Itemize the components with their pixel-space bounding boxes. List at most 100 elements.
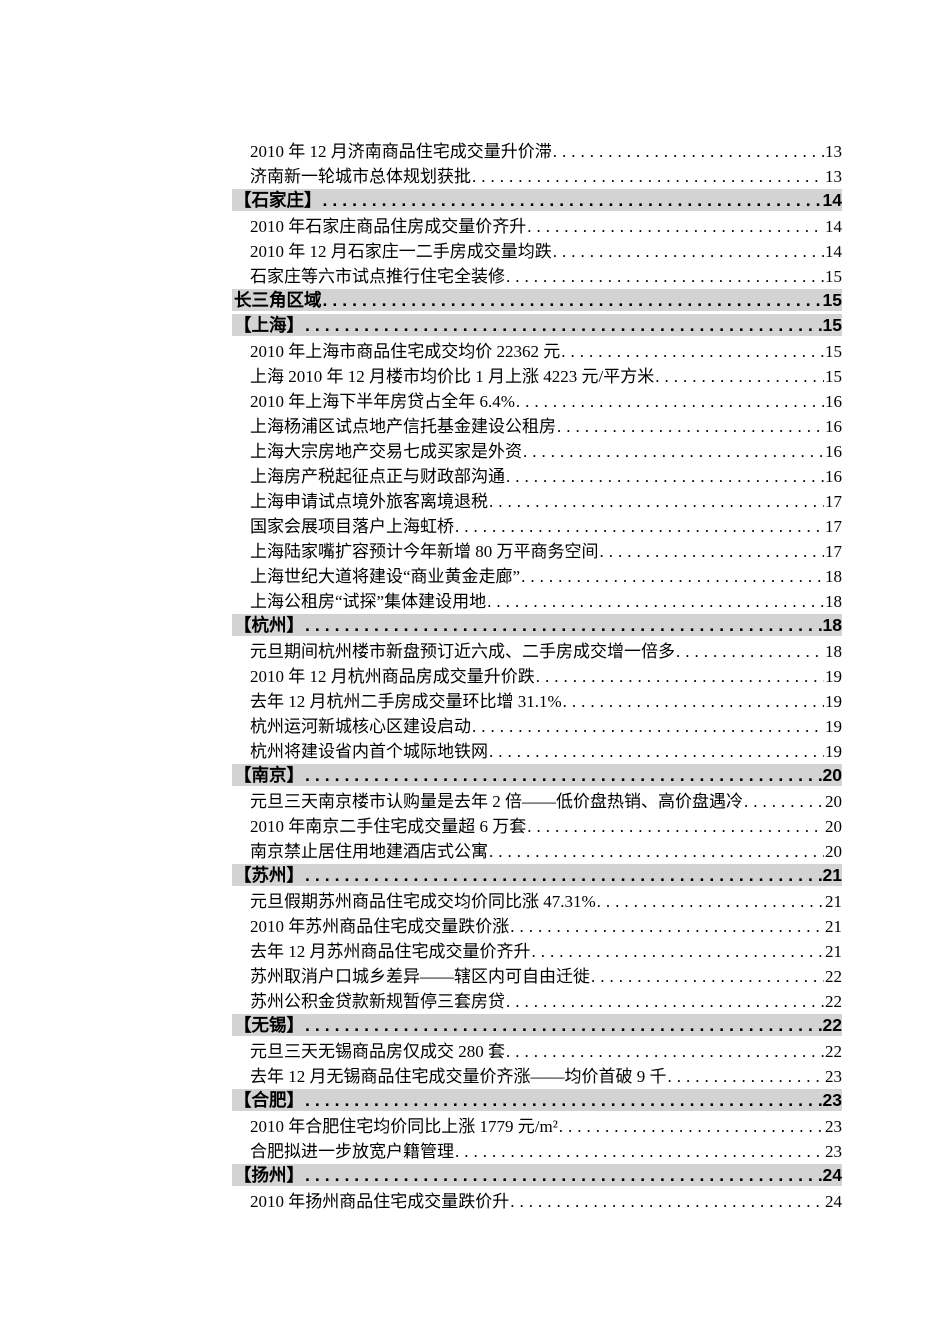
toc-entry[interactable]: 2010 年扬州商品住宅成交量跌价升 24 [232, 1189, 842, 1214]
toc-entry-title: 苏州取消户口城乡差异——辖区内可自由迁徙 [250, 967, 590, 986]
toc-entry-page: 22 [825, 1042, 842, 1061]
toc-entry[interactable]: 元旦假期苏州商品住宅成交均价同比涨 47.31% 21 [232, 889, 842, 914]
toc-entry[interactable]: 去年 12 月苏州商品住宅成交量价齐升 21 [232, 939, 842, 964]
toc-entry-title: 上海房产税起征点正与财政部沟通 [250, 467, 505, 486]
toc-entry[interactable]: 2010 年南京二手住宅成交量超 6 万套 20 [232, 814, 842, 839]
toc-entry-page: 22 [825, 992, 842, 1011]
toc-entry-title: 南京禁止居住用地建酒店式公寓 [250, 842, 488, 861]
toc-entry[interactable]: 上海世纪大道将建设“商业黄金走廊” 18 [232, 564, 842, 589]
toc-entry-page: 14 [825, 217, 842, 236]
dot-leader [489, 839, 824, 864]
toc-entry[interactable]: 南京禁止居住用地建酒店式公寓 20 [232, 839, 842, 864]
toc-entry-title: 上海大宗房地产交易七成买家是外资 [250, 442, 522, 461]
toc-entry[interactable]: 去年 12 月杭州二手房成交量环比增 31.1% 19 [232, 689, 842, 714]
toc-entry-title: 去年 12 月苏州商品住宅成交量价齐升 [250, 942, 531, 961]
toc-entry-title: 苏州公积金贷款新规暂停三套房贷 [250, 992, 505, 1011]
toc-entry[interactable]: 2010 年 12 月杭州商品房成交量升价跌 19 [232, 664, 842, 689]
toc-entry-title: 【扬州】 [234, 1165, 304, 1185]
toc-entry-title: 石家庄等六市试点推行住宅全装修 [250, 267, 505, 286]
toc-entry-title: 【南京】 [234, 765, 304, 785]
toc-entry-page: 17 [825, 542, 842, 561]
toc-entry-title: 元旦三天南京楼市认购量是去年 2 倍——低价盘热销、高价盘遇冷 [250, 792, 743, 811]
toc-entry[interactable]: 2010 年 12 月济南商品住宅成交量升价滞 13 [232, 139, 842, 164]
toc-region-header[interactable]: 长三角区域 15 [232, 289, 842, 314]
dot-leader [668, 1064, 825, 1089]
dot-leader [455, 1139, 824, 1164]
toc-entry[interactable]: 2010 年石家庄商品住房成交量价齐升 14 [232, 214, 842, 239]
dot-leader [527, 814, 824, 839]
dot-leader [744, 789, 824, 814]
toc-entry[interactable]: 上海申请试点境外旅客离境退税 17 [232, 489, 842, 514]
toc-entry[interactable]: 去年 12 月无锡商品住宅成交量价齐涨——均价首破 9 千 23 [232, 1064, 842, 1089]
toc-entry-page: 21 [825, 942, 842, 961]
dot-leader [553, 239, 824, 264]
toc-entry[interactable]: 上海公租房“试探”集体建设用地 18 [232, 589, 842, 614]
toc-entry-page: 13 [825, 142, 842, 161]
toc-entry-page: 15 [822, 315, 842, 335]
dot-leader [305, 1014, 822, 1036]
toc-entry[interactable]: 济南新一轮城市总体规划获批 13 [232, 164, 842, 189]
toc-entry[interactable]: 2010 年上海市商品住宅成交均价 22362 元 15 [232, 339, 842, 364]
toc-entry-page: 18 [825, 642, 842, 661]
toc-section-header[interactable]: 【合肥】 23 [232, 1089, 842, 1114]
toc-entry[interactable]: 苏州取消户口城乡差异——辖区内可自由迁徙 22 [232, 964, 842, 989]
toc-entry[interactable]: 2010 年上海下半年房贷占全年 6.4% 16 [232, 389, 842, 414]
toc-section-header[interactable]: 【杭州】 18 [232, 614, 842, 639]
toc-entry-page: 24 [822, 1165, 842, 1185]
toc-entry-title: 【无锡】 [234, 1015, 304, 1035]
toc-entry-title: 元旦期间杭州楼市新盘预订近六成、二手房成交增一倍多 [250, 642, 675, 661]
toc-entry[interactable]: 元旦三天南京楼市认购量是去年 2 倍——低价盘热销、高价盘遇冷 20 [232, 789, 842, 814]
toc-entry[interactable]: 上海房产税起征点正与财政部沟通 16 [232, 464, 842, 489]
toc-section-header[interactable]: 【扬州】 24 [232, 1164, 842, 1189]
toc-entry-title: 【苏州】 [234, 865, 304, 885]
dot-leader [561, 339, 824, 364]
dot-leader [489, 489, 824, 514]
toc-entry-title: 【石家庄】 [234, 190, 322, 210]
table-of-contents: 2010 年 12 月济南商品住宅成交量升价滞 13 济南新一轮城市总体规划获批… [232, 139, 842, 1214]
toc-section-header[interactable]: 【无锡】 22 [232, 1014, 842, 1039]
toc-entry[interactable]: 国家会展项目落户上海虹桥 17 [232, 514, 842, 539]
dot-leader [553, 139, 824, 164]
toc-entry-page: 22 [822, 1015, 842, 1035]
toc-entry-title: 元旦三天无锡商品房仅成交 280 套 [250, 1042, 505, 1061]
toc-entry[interactable]: 2010 年合肥住宅均价同比上涨 1779 元/m² 23 [232, 1114, 842, 1139]
dot-leader [559, 1114, 824, 1139]
toc-entry[interactable]: 上海 2010 年 12 月楼市均价比 1 月上涨 4223 元/平方米 15 [232, 364, 842, 389]
dot-leader [487, 589, 824, 614]
toc-entry[interactable]: 苏州公积金贷款新规暂停三套房贷 22 [232, 989, 842, 1014]
toc-entry[interactable]: 石家庄等六市试点推行住宅全装修 15 [232, 264, 842, 289]
toc-entry[interactable]: 元旦三天无锡商品房仅成交 280 套 22 [232, 1039, 842, 1064]
toc-entry[interactable]: 合肥拟进一步放宽户籍管理 23 [232, 1139, 842, 1164]
toc-entry-title: 2010 年苏州商品住宅成交量跌价涨 [250, 917, 510, 936]
toc-entry-title: 上海世纪大道将建设“商业黄金走廊” [250, 567, 521, 586]
toc-section-header[interactable]: 【石家庄】 14 [232, 189, 842, 214]
dot-leader [676, 639, 824, 664]
toc-section-header[interactable]: 【苏州】 21 [232, 864, 842, 889]
toc-entry-title: 2010 年 12 月济南商品住宅成交量升价滞 [250, 142, 552, 161]
toc-entry-page: 19 [825, 717, 842, 736]
toc-entry[interactable]: 2010 年苏州商品住宅成交量跌价涨 21 [232, 914, 842, 939]
toc-entry-page: 23 [825, 1067, 842, 1086]
dot-leader [506, 989, 824, 1014]
toc-entry-page: 19 [825, 742, 842, 761]
toc-entry-page: 15 [825, 267, 842, 286]
dot-leader [305, 1089, 822, 1111]
dot-leader [655, 364, 824, 389]
toc-entry-page: 20 [825, 842, 842, 861]
toc-entry[interactable]: 上海杨浦区试点地产信托基金建设公租房 16 [232, 414, 842, 439]
toc-entry-page: 23 [822, 1090, 842, 1110]
toc-entry-page: 21 [825, 892, 842, 911]
dot-leader [510, 914, 824, 939]
toc-entry-page: 19 [825, 667, 842, 686]
toc-section-header[interactable]: 【南京】 20 [232, 764, 842, 789]
toc-entry[interactable]: 上海陆家嘴扩容预计今年新增 80 万平商务空间 17 [232, 539, 842, 564]
toc-entry[interactable]: 元旦期间杭州楼市新盘预订近六成、二手房成交增一倍多 18 [232, 639, 842, 664]
toc-entry[interactable]: 上海大宗房地产交易七成买家是外资 16 [232, 439, 842, 464]
toc-entry[interactable]: 杭州将建设省内首个城际地铁网 19 [232, 739, 842, 764]
toc-entry-page: 20 [822, 765, 842, 785]
toc-section-header[interactable]: 【上海】 15 [232, 314, 842, 339]
toc-entry[interactable]: 2010 年 12 月石家庄一二手房成交量均跌 14 [232, 239, 842, 264]
dot-leader [305, 764, 822, 786]
toc-entry[interactable]: 杭州运河新城核心区建设启动 19 [232, 714, 842, 739]
